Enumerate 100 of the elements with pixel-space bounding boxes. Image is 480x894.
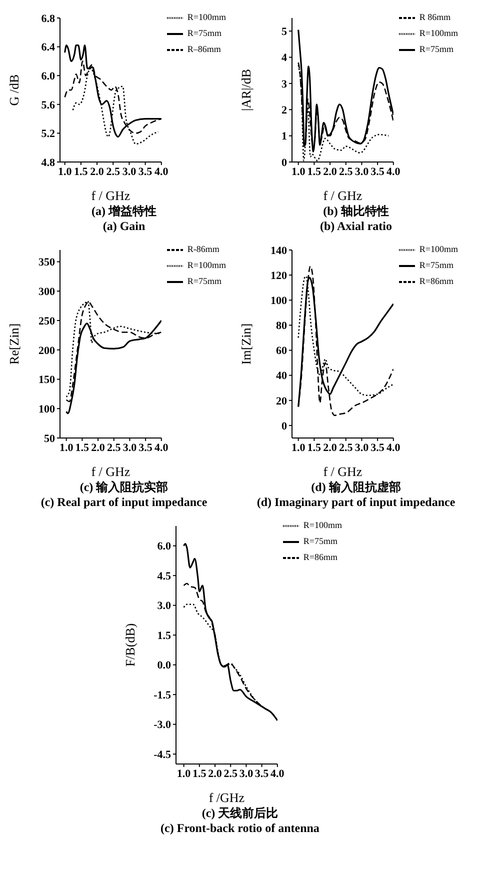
legend-label: R=86mm: [419, 276, 454, 286]
y-tick-label: 6.4: [41, 42, 56, 54]
x-tick-label: 4.0: [270, 768, 285, 780]
text: (c) Front-back rotio of antenna: [160, 821, 320, 836]
legend-label: R-86mm: [187, 244, 220, 254]
y-tick-label: 100: [270, 295, 288, 308]
y-tick-label: -3.0: [154, 719, 172, 732]
y-tick-label: 5: [282, 26, 288, 38]
legend-label: R=100mm: [187, 260, 226, 270]
x-tick-label: 1.0: [291, 442, 306, 454]
text: (b) 轴比特性: [322, 204, 390, 219]
text: (d) Imaginary part of input impedance: [256, 495, 456, 510]
x-axis-title: f / GHz: [91, 464, 130, 479]
y-tick-label: 1.5: [157, 630, 172, 642]
text: (a) Gain: [102, 219, 146, 234]
x-tick-label: 2.0: [323, 166, 338, 178]
x-axis-title: f /GHz: [208, 790, 245, 805]
legend-label: R–86mm: [187, 44, 221, 54]
y-tick-label: 200: [38, 344, 56, 357]
y-tick-label: 20: [276, 395, 288, 408]
legend-label: R=75mm: [187, 276, 222, 286]
x-tick-label: 1.5: [192, 768, 207, 780]
legend-label: R=100mm: [303, 520, 342, 530]
x-tick-label: 3.5: [254, 768, 270, 780]
legend-label: R=75mm: [303, 536, 338, 546]
y-axis-title: F/B(dB): [122, 623, 138, 667]
x-tick-label: 2.0: [323, 442, 338, 454]
y-tick-label: 0: [282, 156, 288, 169]
y-tick-label: -4.5: [154, 748, 172, 761]
x-tick-label: 2.0: [90, 166, 104, 178]
y-tick-label: 6.0: [157, 540, 172, 553]
y-tick-label: 3.0: [157, 600, 172, 612]
x-tick-label: 1.5: [307, 442, 322, 454]
y-axis-title: Im[Zin]: [238, 323, 254, 365]
x-tick-label: 2.5: [106, 442, 122, 454]
y-tick-label: 6.0: [41, 70, 56, 83]
y-tick-label: 5.2: [41, 128, 56, 140]
y-tick-label: 4.8: [41, 156, 56, 169]
y-tick-label: 4: [282, 52, 288, 64]
y-axis-title: Re[Zin]: [6, 323, 22, 365]
x-tick-label: 3.0: [239, 768, 254, 780]
legend-label: R=100mm: [187, 12, 226, 22]
x-tick-label: 3.0: [122, 442, 138, 454]
x-tick-label: 3.5: [370, 442, 385, 454]
x-axis-title: f / GHz: [323, 464, 362, 479]
x-tick-label: 4.0: [386, 442, 401, 454]
y-tick-label: 60: [276, 345, 288, 358]
x-tick-label: 3.5: [138, 442, 153, 454]
x-tick-label: 1.0: [58, 166, 72, 178]
x-tick-label: 1.5: [75, 442, 90, 454]
x-tick-label: 3.5: [138, 166, 153, 178]
x-tick-label: 4.0: [386, 166, 401, 178]
y-tick-label: 0.0: [157, 660, 172, 672]
x-tick-label: 2.5: [338, 442, 354, 454]
legend-label: R=75mm: [187, 28, 222, 38]
x-tick-label: 2.5: [106, 166, 120, 178]
y-tick-label: 1: [282, 130, 287, 143]
x-axis-title: f / GHz: [323, 188, 362, 203]
y-axis-title: |AR|/dB: [238, 68, 254, 112]
legend-label: R=100mm: [419, 28, 458, 38]
x-tick-label: 1.0: [291, 166, 306, 178]
x-tick-label: 2.0: [208, 768, 222, 780]
text: (c) 天线前后比: [200, 806, 280, 821]
y-tick-label: -1.5: [154, 689, 172, 702]
y-axis-title: G /dB: [6, 74, 22, 106]
x-tick-label: 1.5: [307, 166, 322, 178]
x-tick-label: 4.0: [154, 166, 169, 178]
x-tick-label: 3.0: [354, 442, 370, 454]
y-tick-label: 250: [38, 315, 56, 328]
legend-label: R 86mm: [419, 12, 451, 22]
x-tick-label: 3.0: [122, 166, 137, 178]
y-tick-label: 140: [270, 244, 288, 257]
y-tick-label: 4.5: [157, 570, 172, 582]
y-tick-label: 0: [282, 420, 288, 432]
x-tick-label: 1.0: [59, 442, 74, 454]
y-tick-label: 2: [282, 104, 288, 117]
y-tick-label: 120: [270, 270, 288, 282]
y-tick-label: 350: [38, 256, 56, 269]
y-tick-label: 80: [276, 320, 288, 332]
y-tick-label: 300: [38, 286, 56, 298]
x-tick-label: 4.0: [154, 442, 169, 454]
text: (c) 输入阻抗实部: [78, 480, 170, 495]
x-tick-label: 3.5: [370, 166, 385, 178]
x-tick-label: 3.0: [354, 166, 370, 178]
y-tick-label: 150: [38, 374, 56, 386]
x-tick-label: 1.0: [176, 768, 192, 780]
y-tick-label: 6.8: [41, 12, 56, 25]
legend-label: R=100mm: [419, 244, 458, 254]
text: (c) Real part of input impedance: [40, 495, 208, 510]
text: (b) Axial ratio: [319, 219, 393, 234]
legend-label: R=75mm: [419, 260, 454, 270]
y-tick-label: 3: [282, 78, 288, 90]
y-tick-label: 100: [38, 404, 56, 416]
y-tick-label: 5.6: [41, 99, 56, 112]
x-tick-label: 2.5: [338, 166, 354, 178]
x-tick-label: 2.5: [224, 768, 238, 780]
text: (a) 增益特性: [90, 204, 158, 219]
legend-label: R=86mm: [303, 552, 338, 562]
y-tick-label: 40: [276, 370, 288, 382]
x-tick-label: 2.0: [91, 442, 106, 454]
